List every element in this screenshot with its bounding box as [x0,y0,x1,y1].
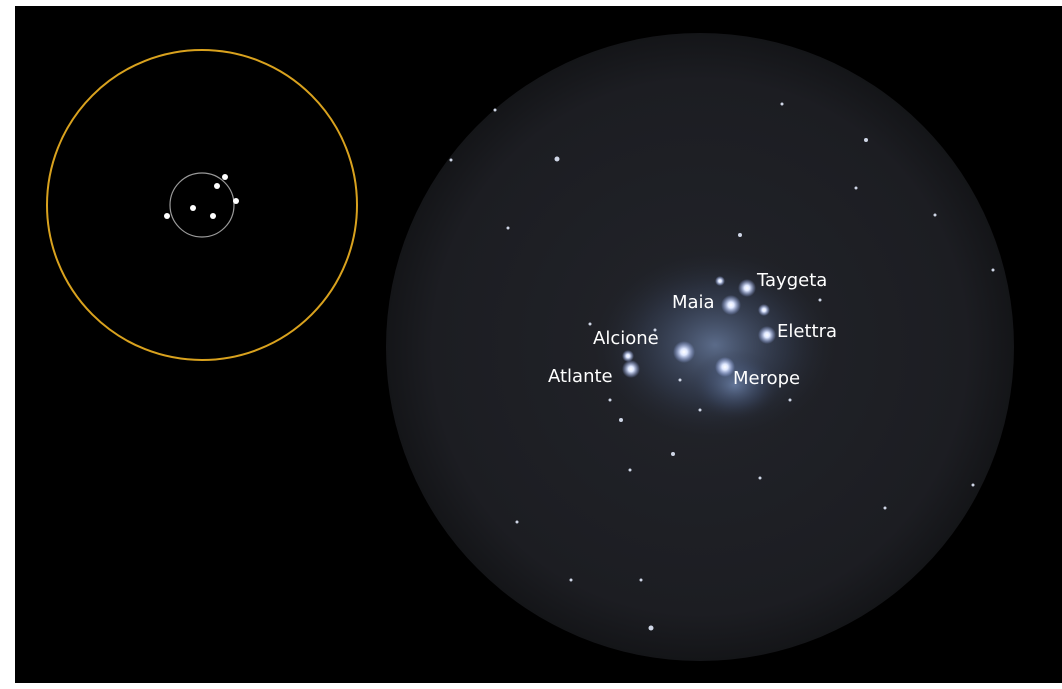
eyepiece-circle [169,172,235,238]
star-label: Merope [733,368,800,389]
faint-stars [449,102,995,631]
star-label: Alcione [593,328,659,349]
finder-stars [164,174,239,219]
nebula [690,350,780,420]
star-label: Elettra [777,321,837,342]
star-label: Taygeta [756,270,827,291]
finder-circle [46,49,358,361]
pleiades-stars [622,276,776,378]
star-label: Atlante [548,366,613,387]
star-label: Maia [672,292,715,313]
